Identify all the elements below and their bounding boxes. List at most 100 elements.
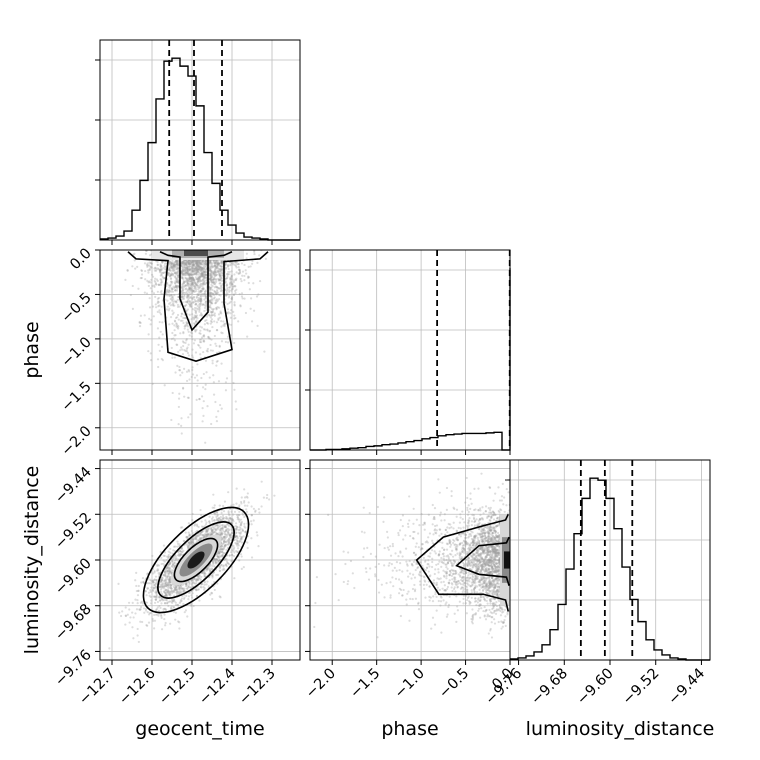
sample-point <box>197 286 200 289</box>
sample-point <box>124 278 127 282</box>
sample-point <box>210 270 213 273</box>
sample-point <box>187 522 190 525</box>
sample-point <box>197 280 200 283</box>
sample-point <box>182 331 185 334</box>
sample-point <box>230 281 233 284</box>
sample-point <box>213 282 217 286</box>
sample-point <box>252 309 256 312</box>
sample-point <box>168 260 171 263</box>
sample-point <box>190 273 193 276</box>
sample-point <box>195 594 199 598</box>
sample-point <box>195 523 199 526</box>
sample-point <box>184 277 188 280</box>
sample-point <box>182 549 185 552</box>
sample-point <box>204 270 207 273</box>
sample-point <box>227 267 230 271</box>
sample-point <box>203 583 206 586</box>
sample-point <box>201 582 204 586</box>
sample-point <box>183 281 186 284</box>
sample-point <box>233 285 236 288</box>
sample-point <box>176 558 180 561</box>
sample-point <box>225 294 228 297</box>
sample-point <box>214 299 217 302</box>
sample-point <box>162 267 165 270</box>
sample-point <box>194 290 198 293</box>
sample-point <box>168 563 171 566</box>
sample-point <box>205 533 208 536</box>
sample-point <box>232 281 235 284</box>
sample-point <box>200 338 203 341</box>
sample-point <box>171 273 174 276</box>
sample-point <box>199 532 203 536</box>
sample-point <box>239 532 242 535</box>
sample-point <box>210 277 213 280</box>
sample-point <box>202 271 206 274</box>
sample-point <box>196 267 199 270</box>
sample-point <box>210 271 213 274</box>
sample-point <box>252 519 255 522</box>
sample-point <box>164 580 168 583</box>
sample-point <box>235 487 238 490</box>
sample-point <box>185 322 188 325</box>
sample-point <box>157 609 161 612</box>
sample-point <box>199 299 202 303</box>
sample-point <box>218 298 221 301</box>
sample-point <box>140 273 144 276</box>
sample-point <box>168 576 172 579</box>
sample-point <box>191 338 194 341</box>
sample-point <box>170 290 173 293</box>
sample-point <box>134 612 137 615</box>
sample-point <box>149 323 152 326</box>
sample-point <box>213 519 216 522</box>
sample-point <box>215 298 219 301</box>
sample-point <box>192 318 196 321</box>
sample-point <box>214 400 217 404</box>
sample-point <box>182 260 186 263</box>
sample-point <box>169 261 172 264</box>
sample-point <box>215 351 219 354</box>
sample-point <box>189 277 192 280</box>
sample-point <box>207 313 211 317</box>
sample-point <box>218 278 221 281</box>
sample-point <box>192 259 195 263</box>
sample-point <box>140 269 143 272</box>
sample-point <box>156 568 159 571</box>
sample-point <box>158 304 161 307</box>
sample-point <box>199 353 202 356</box>
frame-hist-phase <box>309 249 511 451</box>
sample-point <box>196 263 199 266</box>
sample-point <box>145 263 149 266</box>
sample-point <box>160 268 163 271</box>
sample-point <box>177 279 180 282</box>
sample-point <box>181 291 184 294</box>
sample-point <box>189 413 192 416</box>
sample-point <box>179 553 182 556</box>
sample-point <box>195 269 198 272</box>
sample-point <box>219 262 222 265</box>
sample-point <box>206 530 209 533</box>
sample-point <box>193 280 196 283</box>
sample-point <box>186 300 189 304</box>
sample-point <box>232 544 235 548</box>
sample-point <box>223 535 226 538</box>
sample-point <box>231 283 234 286</box>
sample-point <box>243 496 247 499</box>
sample-point <box>235 538 238 541</box>
sample-point <box>228 273 231 276</box>
sample-point <box>195 398 198 401</box>
sample-point <box>190 288 193 291</box>
sample-point <box>194 582 197 585</box>
sample-point <box>201 274 204 277</box>
sample-point <box>131 265 134 268</box>
sample-point <box>226 341 230 344</box>
sample-point <box>181 269 184 272</box>
sample-point <box>189 260 193 263</box>
sample-point <box>191 261 194 264</box>
sample-point <box>159 265 162 268</box>
sample-point <box>209 273 212 276</box>
sample-point <box>211 576 214 579</box>
sample-point <box>184 263 187 266</box>
sample-point <box>202 274 206 277</box>
sample-point <box>185 292 188 295</box>
sample-point <box>220 545 224 548</box>
